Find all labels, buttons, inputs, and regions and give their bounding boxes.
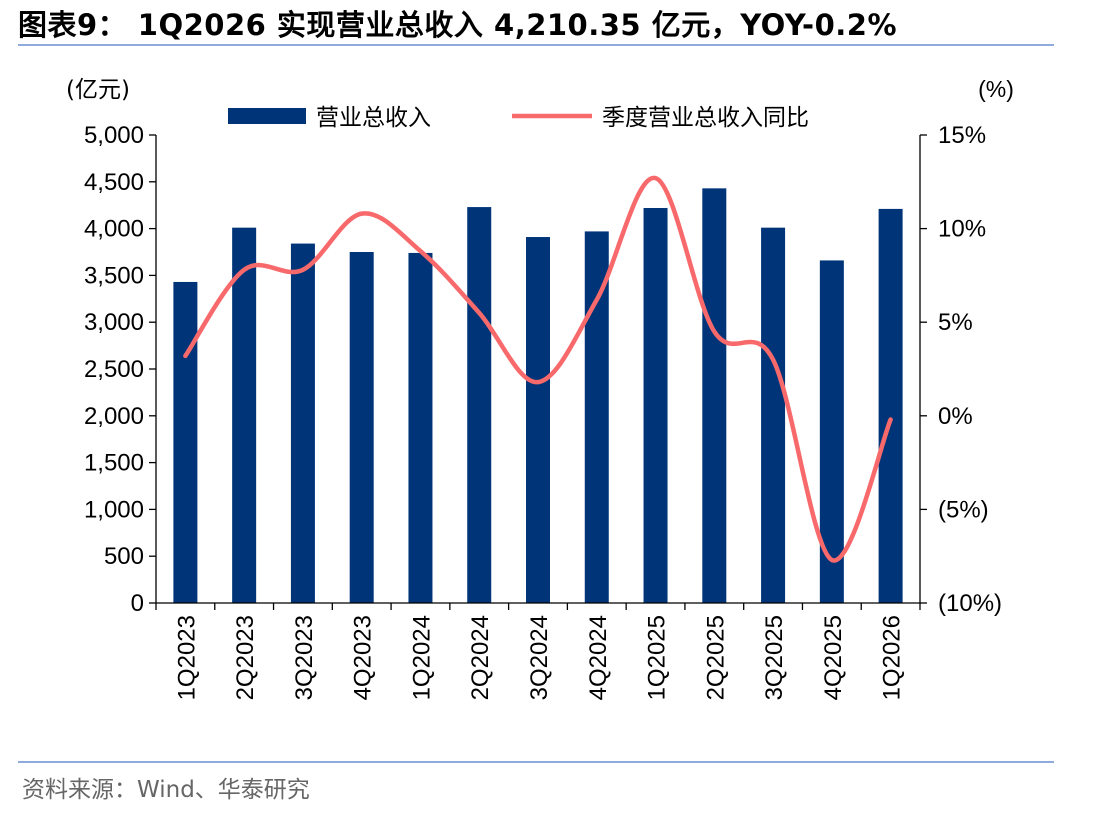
bar-1Q2025 bbox=[643, 208, 668, 603]
tick-labels: 0 500 1,000 1,500 2,000 2,500 3,000 3,500 4,000 4… bbox=[66, 76, 1014, 700]
right-tick-label: (10%) bbox=[938, 590, 1002, 617]
legend-swatch-bar bbox=[228, 108, 306, 124]
x-tick-label: 3Q2023 bbox=[291, 615, 318, 700]
legend-label-bar: 营业总收入 bbox=[316, 105, 431, 131]
left-tick-label: 500 bbox=[104, 543, 144, 570]
x-tick-label: 1Q2026 bbox=[879, 615, 906, 700]
source-note: 资料来源：Wind、华泰研究 bbox=[22, 777, 310, 803]
x-tick-label: 4Q2024 bbox=[585, 615, 612, 700]
right-axis-unit: (%) bbox=[978, 76, 1014, 102]
legend-label-line: 季度营业总收入同比 bbox=[602, 105, 809, 131]
left-axis-unit: (亿元) bbox=[66, 77, 130, 103]
right-tick-label: 15% bbox=[938, 122, 986, 149]
figure-title: 图表9： 1Q2026 实现营业总收入 4,210.35 亿元，YOY-0.2% bbox=[18, 8, 897, 42]
left-tick-label: 4,500 bbox=[84, 169, 144, 196]
left-tick-label: 3,500 bbox=[84, 262, 144, 289]
combo-chart: 0 500 1,000 1,500 2,000 2,500 3,000 3,500 4,000 4… bbox=[66, 76, 1014, 700]
right-tick-label: 5% bbox=[938, 309, 973, 336]
bar-4Q2024 bbox=[584, 231, 609, 603]
x-tick-label: 1Q2023 bbox=[173, 615, 200, 700]
x-tick-label: 2Q2023 bbox=[232, 615, 259, 700]
bar-2Q2023 bbox=[232, 227, 257, 603]
left-tick-label: 2,000 bbox=[84, 403, 144, 430]
left-tick-label: 5,000 bbox=[84, 122, 144, 149]
line-series bbox=[183, 175, 893, 563]
right-tick-label: 0% bbox=[938, 403, 973, 430]
bar-1Q2024 bbox=[408, 252, 433, 603]
x-tick-label: 3Q2025 bbox=[761, 615, 788, 700]
x-tick-label: 2Q2025 bbox=[702, 615, 729, 700]
legend: 营业总收入 季度营业总收入同比 bbox=[228, 105, 809, 131]
title-divider bbox=[18, 44, 1054, 46]
left-tick-label: 0 bbox=[131, 590, 144, 617]
yoy-line bbox=[183, 175, 893, 563]
axes bbox=[149, 134, 927, 610]
bar-3Q2023 bbox=[290, 243, 315, 604]
x-tick-label: 4Q2025 bbox=[820, 615, 847, 700]
bar-3Q2025 bbox=[761, 227, 786, 603]
right-tick-label: 10% bbox=[938, 216, 986, 243]
left-tick-label: 3,000 bbox=[84, 309, 144, 336]
left-tick-label: 1,500 bbox=[84, 450, 144, 477]
source-divider bbox=[18, 761, 1054, 763]
bar-2Q2024 bbox=[467, 207, 492, 603]
bar-4Q2023 bbox=[349, 252, 374, 603]
left-tick-label: 2,500 bbox=[84, 356, 144, 383]
bar-3Q2024 bbox=[526, 237, 550, 604]
bar-1Q2023 bbox=[173, 281, 198, 603]
x-tick-label: 3Q2024 bbox=[526, 615, 553, 700]
x-tick-label: 2Q2024 bbox=[467, 615, 494, 700]
bar-series bbox=[173, 188, 903, 604]
left-tick-label: 4,000 bbox=[84, 216, 144, 243]
bar-1Q2026 bbox=[878, 208, 903, 603]
x-tick-label: 1Q2025 bbox=[644, 615, 671, 700]
bar-2Q2025 bbox=[702, 188, 727, 604]
x-tick-label: 1Q2024 bbox=[408, 615, 435, 700]
x-tick-label: 4Q2023 bbox=[350, 615, 377, 700]
left-tick-label: 1,000 bbox=[84, 496, 144, 523]
right-tick-label: (5%) bbox=[938, 496, 989, 523]
